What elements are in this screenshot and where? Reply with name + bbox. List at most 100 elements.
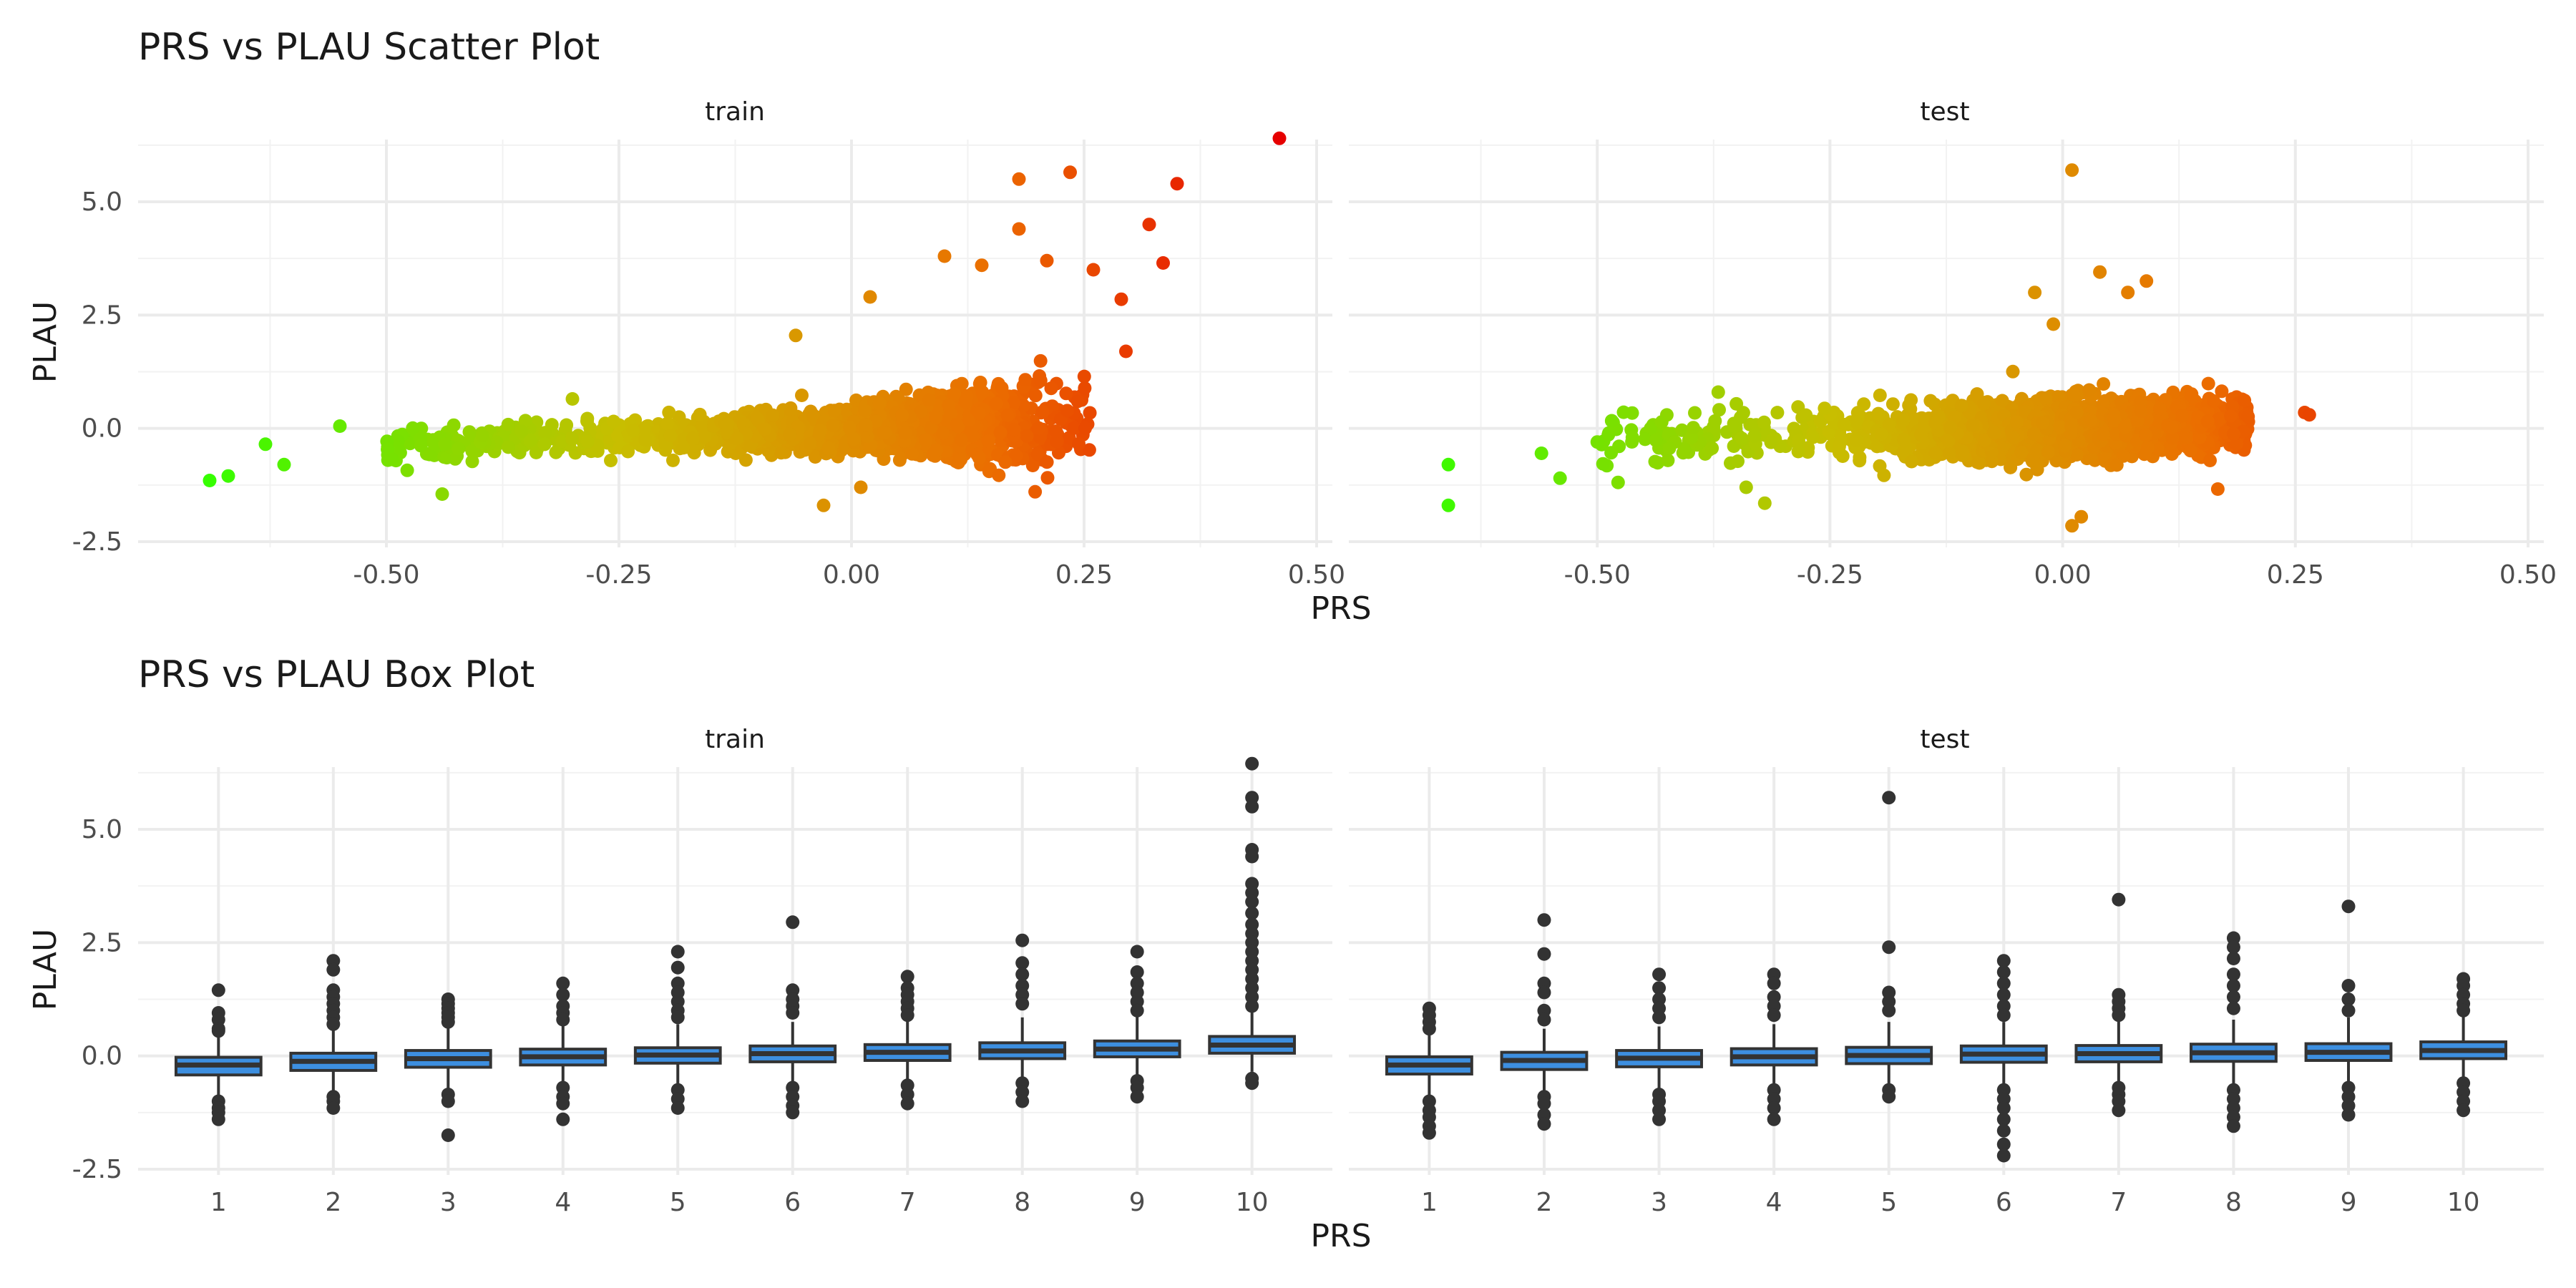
scatter-point [662,405,676,419]
scatter-point [2203,454,2217,467]
scatter-point [580,414,594,429]
scatter-point [1028,484,1043,499]
scatter-point [2210,482,2225,496]
scatter-point [2028,286,2042,300]
scatter-point [766,408,780,422]
scatter-x-axis-label: PRS [1310,590,1371,627]
scatter-point [1799,408,1813,422]
scatter-point [1686,421,1700,435]
scatter-point [847,432,861,447]
scatter-point [1142,218,1156,232]
y-tick-label: 5.0 [82,815,122,844]
scatter-point [821,441,836,455]
scatter-point [1896,414,1910,428]
scatter-point [1272,131,1287,145]
scatter-point [2084,414,2098,428]
scatter-point [808,450,822,464]
scatter-point [898,426,912,440]
box-outlier [1015,1094,1030,1108]
scatter-point [2107,411,2121,424]
x-tick-label: -0.50 [1564,560,1631,590]
x-tick-label: 0.50 [1288,560,1345,590]
scatter-point [2096,427,2110,441]
scatter-point [2039,391,2053,405]
box-outlier [1015,956,1030,970]
scatter-point [695,419,709,433]
box-strip-test: test [1920,725,1969,754]
scatter-point [989,396,1003,411]
scatter-point [2238,394,2252,408]
scatter-point [842,420,857,434]
box-panel-test: 1 2 3 4 5 6 7 8 9 10 [1349,767,2544,1217]
scatter-point [992,468,1006,482]
scatter-point [2212,412,2226,426]
scatter-point [942,398,956,412]
box-outlier [556,987,570,1002]
scatter-point [1970,387,1984,401]
scatter-point [936,426,950,440]
scatter-point [1987,426,2001,440]
scatter-y-axis-label: PLAU [27,301,64,383]
scatter-point [663,429,678,443]
box-y-axis-label: PLAU [27,929,64,1010]
box-outlier [900,1096,914,1111]
scatter-point [1007,396,1021,410]
scatter-point [919,433,933,447]
y-tick-label: 0.0 [82,1042,122,1071]
scatter-point [1441,498,1455,512]
box-outlier [1130,1090,1144,1104]
scatter-point [1009,449,1023,463]
x-tick-label: 8 [1014,1188,1030,1217]
scatter-point [1612,439,1626,454]
scatter-point [1649,433,1663,447]
box-strip-train: train [705,725,765,754]
scatter-point [965,429,980,443]
scatter-point [1025,459,1040,472]
scatter-point [1020,429,1034,443]
box-outlier [1245,756,1259,771]
scatter-point [958,395,972,409]
scatter-point [2227,426,2240,441]
scatter-point [1874,427,1888,441]
x-tick-label: 4 [1766,1188,1782,1217]
scatter-point [1033,353,1048,368]
scatter-point [929,411,943,425]
scatter-point [333,419,347,433]
scatter-point [2006,431,2021,445]
scatter-point [1000,409,1015,422]
scatter-point [1764,435,1778,449]
scatter-point [1078,381,1092,395]
scatter-point [604,454,618,467]
scatter-plot-title: PRS vs PLAU Scatter Plot [138,26,600,69]
scatter-point [950,417,964,431]
scatter-point [2069,405,2084,419]
scatter-point [1611,475,1625,489]
scatter-point [2036,416,2050,430]
box-outlier [1130,965,1144,979]
scatter-point [686,431,700,446]
scatter-point [2093,265,2107,279]
scatter-point [721,417,735,431]
scatter-point [1012,172,1026,186]
x-tick-label: 0.50 [2499,560,2557,590]
scatter-point [414,439,428,453]
scatter-point [2067,388,2081,402]
scatter-point [621,444,635,459]
scatter-point [1955,444,1969,458]
scatter-point [660,416,675,431]
scatter-point [1040,471,1055,485]
y-tick-label: -2.5 [72,527,122,557]
scatter-point [2026,426,2041,441]
scatter-point [972,451,986,465]
x-tick-label: 3 [1651,1188,1667,1217]
scatter-point [1731,454,1745,469]
x-tick-label: 0.25 [1055,560,1113,590]
scatter-point [2121,286,2135,300]
scatter-point [1534,447,1548,460]
box-outlier [1015,933,1030,947]
box-outlier [556,1096,570,1111]
scatter-point [1119,344,1133,358]
scatter-point [1885,397,1900,411]
scatter-point [406,421,420,435]
